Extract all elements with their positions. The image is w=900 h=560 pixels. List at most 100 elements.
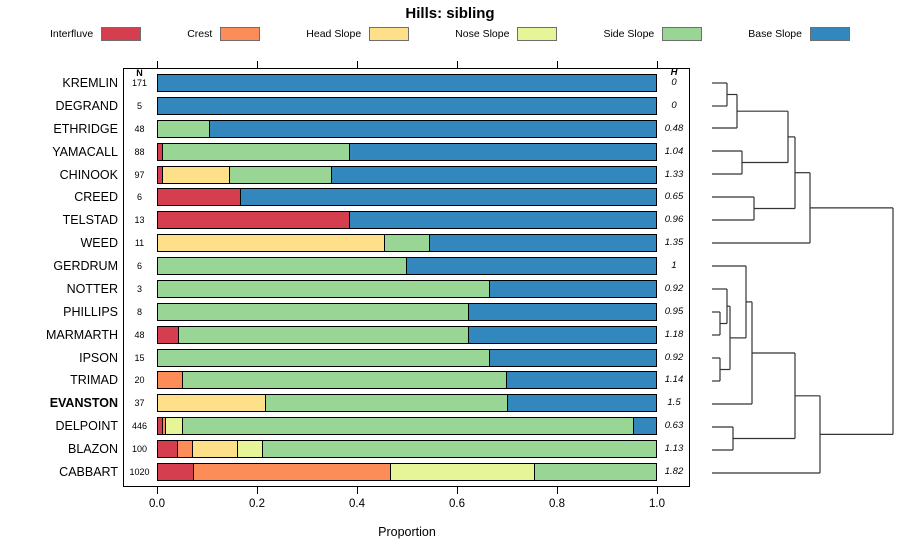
n-value: 3: [136, 283, 142, 294]
bar-segment: [265, 395, 509, 412]
legend-swatch: [220, 27, 261, 41]
bar-segment: [158, 120, 210, 137]
row-label: TELSTAD: [62, 213, 118, 228]
legend-item: Side Slope: [603, 27, 703, 41]
x-axis-tick-top: [357, 61, 359, 68]
legend-item: Base Slope: [748, 27, 850, 41]
bar-segment: [183, 418, 635, 435]
bar-segment: [469, 303, 656, 320]
x-axis-tick: [457, 487, 459, 494]
legend-item: Nose Slope: [455, 27, 558, 41]
bar-segment: [237, 441, 263, 458]
x-axis-tick-top: [257, 61, 259, 68]
bar-row: [157, 394, 657, 413]
legend-swatch: [662, 27, 703, 41]
bar-segment: [158, 75, 656, 91]
bar-row: [157, 211, 657, 230]
row-label: IPSON: [79, 350, 118, 365]
row-label: EVANSTON: [49, 396, 118, 411]
x-axis-tick-top: [457, 61, 459, 68]
legend-swatch: [517, 27, 558, 41]
bar-segment: [192, 441, 238, 458]
legend-swatch: [101, 27, 142, 41]
n-value: 48: [134, 123, 145, 134]
bar-segment: [332, 166, 656, 183]
h-value: 0.92: [664, 282, 684, 294]
row-label: CHINOOK: [59, 167, 118, 182]
bar-segment: [158, 418, 164, 435]
bar-row: [157, 96, 657, 115]
bar-segment: [506, 372, 656, 389]
bar-row: [157, 348, 657, 367]
h-value: 0.95: [664, 305, 684, 317]
row-label: MARMARTH: [46, 327, 118, 342]
x-axis-tick: [357, 487, 359, 494]
n-value: 446: [131, 421, 148, 432]
row-label: DELPOINT: [55, 419, 118, 434]
n-value: 37: [134, 398, 145, 409]
n-value: 88: [134, 146, 145, 157]
bar-segment: [162, 166, 230, 183]
bar-segment: [158, 463, 194, 480]
bar-row: [157, 165, 657, 184]
x-axis-title: Proportion: [378, 525, 436, 539]
bar-segment: [158, 189, 242, 206]
row-label: CREED: [74, 190, 118, 205]
h-value: 1.14: [664, 374, 684, 386]
bar-segment: [490, 349, 656, 366]
legend-item: Interfluve: [50, 27, 142, 41]
bar-segment: [163, 418, 167, 435]
bar-segment: [158, 97, 656, 114]
legend-item-label: Interfluve: [50, 28, 94, 40]
h-value: 1.33: [664, 168, 684, 180]
h-value: 0.92: [664, 351, 684, 363]
bar-segment: [158, 349, 491, 366]
bar-segment: [229, 166, 333, 183]
h-value: 0: [671, 99, 677, 111]
row-label: CABBART: [59, 464, 118, 479]
n-value: 11: [134, 238, 145, 249]
n-value: 6: [136, 192, 142, 203]
legend-item-label: Nose Slope: [455, 28, 510, 40]
legend-item: Crest: [187, 27, 261, 41]
bar-segment: [158, 258, 407, 275]
bar-row: [157, 188, 657, 207]
x-axis-tick-label: 0.8: [549, 498, 565, 510]
h-value: 0: [671, 77, 677, 88]
n-value: 8: [136, 306, 142, 317]
n-value: 5: [136, 100, 142, 111]
bar-segment: [429, 235, 656, 252]
row-label: ETHRIDGE: [53, 121, 118, 136]
legend-swatch: [809, 27, 850, 41]
bar-row: [157, 257, 657, 276]
bar-segment: [390, 463, 535, 480]
bar-segment: [469, 326, 656, 343]
x-axis-tick-label: 0.4: [349, 498, 365, 510]
n-value: 15: [134, 352, 145, 363]
row-label: NOTTER: [66, 281, 118, 296]
x-axis-tick-top: [557, 61, 559, 68]
x-axis-tick-label: 1.0: [649, 498, 665, 510]
bar-row: [157, 417, 657, 436]
h-value: 1: [671, 260, 677, 272]
h-value: 1.04: [664, 145, 684, 157]
bar-segment: [490, 280, 656, 297]
h-value: 0.65: [664, 191, 684, 203]
n-value: 1020: [129, 466, 150, 477]
row-label: DEGRAND: [55, 98, 118, 113]
x-axis-tick-label: 0.0: [149, 498, 165, 510]
bar-row: [157, 119, 657, 138]
h-value: 1.13: [664, 443, 684, 455]
n-value: 100: [131, 444, 148, 455]
bar-segment: [350, 143, 656, 160]
h-value: 1.35: [664, 237, 684, 249]
bar-segment: [158, 326, 179, 343]
plot-area: [123, 68, 690, 487]
bar-segment: [534, 463, 656, 480]
bar-segment: [407, 258, 656, 275]
x-axis-tick: [157, 487, 159, 494]
n-column-header: N: [136, 68, 143, 78]
bar-segment: [178, 326, 470, 343]
bar-segment: [158, 303, 470, 320]
legend-item-label: Head Slope: [306, 28, 362, 40]
